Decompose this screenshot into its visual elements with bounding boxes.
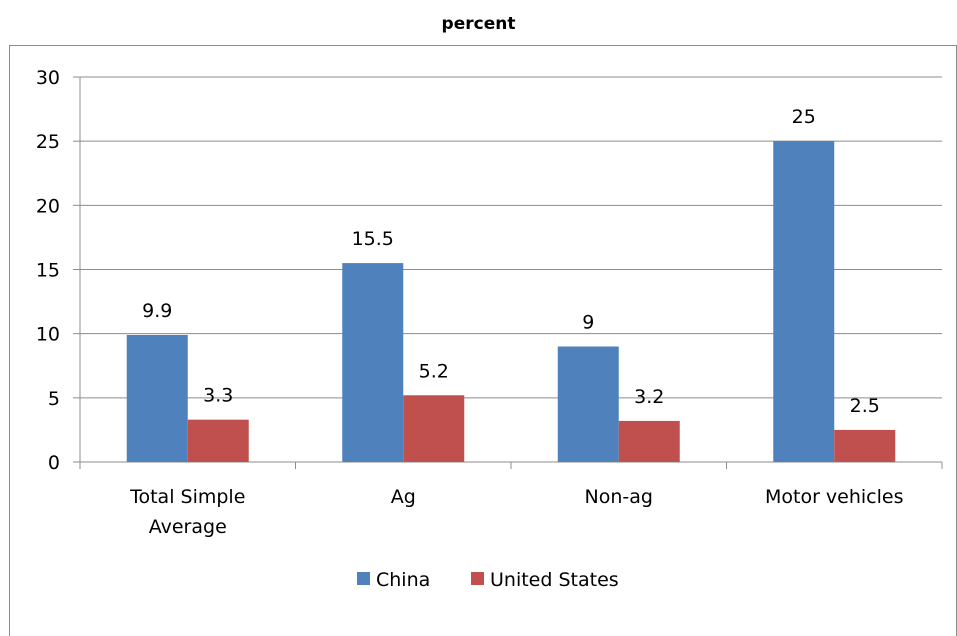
bar-china [773, 141, 835, 462]
data-label: 9.9 [142, 300, 172, 322]
y-tick-label: 25 [36, 131, 60, 153]
bar-china [126, 334, 188, 462]
bar-united-states [187, 419, 249, 462]
bar-china [557, 346, 619, 462]
data-label: 5.2 [419, 360, 449, 382]
legend-label: China [376, 569, 430, 591]
y-tick-label: 20 [36, 195, 60, 217]
bars [126, 141, 896, 462]
chart-title: percent [441, 14, 516, 34]
legend-swatch [357, 572, 370, 585]
data-label: 25 [792, 106, 816, 128]
bar-united-states [403, 395, 465, 462]
bar-china [342, 263, 404, 462]
x-tick-label: Motor vehicles [765, 486, 904, 508]
y-tick-label: 10 [36, 324, 60, 346]
x-tick-label: Non-ag [585, 486, 653, 508]
bar-united-states [834, 429, 896, 462]
legend-swatch [471, 572, 484, 585]
bar-united-states [618, 420, 680, 462]
legend-label: United States [490, 569, 619, 591]
y-tick-label: 30 [36, 67, 60, 89]
data-labels: 9.9 3.3 15.5 5.2 9 3.2 25 2.5 [142, 106, 880, 417]
data-label: 15.5 [352, 228, 394, 250]
y-tick-label: 5 [48, 388, 60, 410]
x-tick-label: Average [149, 516, 227, 538]
data-label: 2.5 [850, 395, 880, 417]
bar-chart: 9.9 3.3 15.5 5.2 9 3.2 25 2.5 0 5 10 15 20 25 30 Total… [36, 67, 943, 591]
data-label: 3.2 [634, 386, 664, 408]
tick-labels: 0 5 10 15 20 25 30 Total Simple Average Ag Non-ag M… [36, 67, 904, 538]
x-tick-label: Ag [391, 486, 416, 508]
legend: China United States [357, 569, 619, 591]
y-tick-label: 0 [48, 452, 60, 474]
data-label: 9 [582, 312, 594, 334]
x-tick-label: Total Simple [129, 486, 245, 508]
data-label: 3.3 [203, 385, 233, 407]
y-tick-label: 15 [36, 260, 60, 282]
